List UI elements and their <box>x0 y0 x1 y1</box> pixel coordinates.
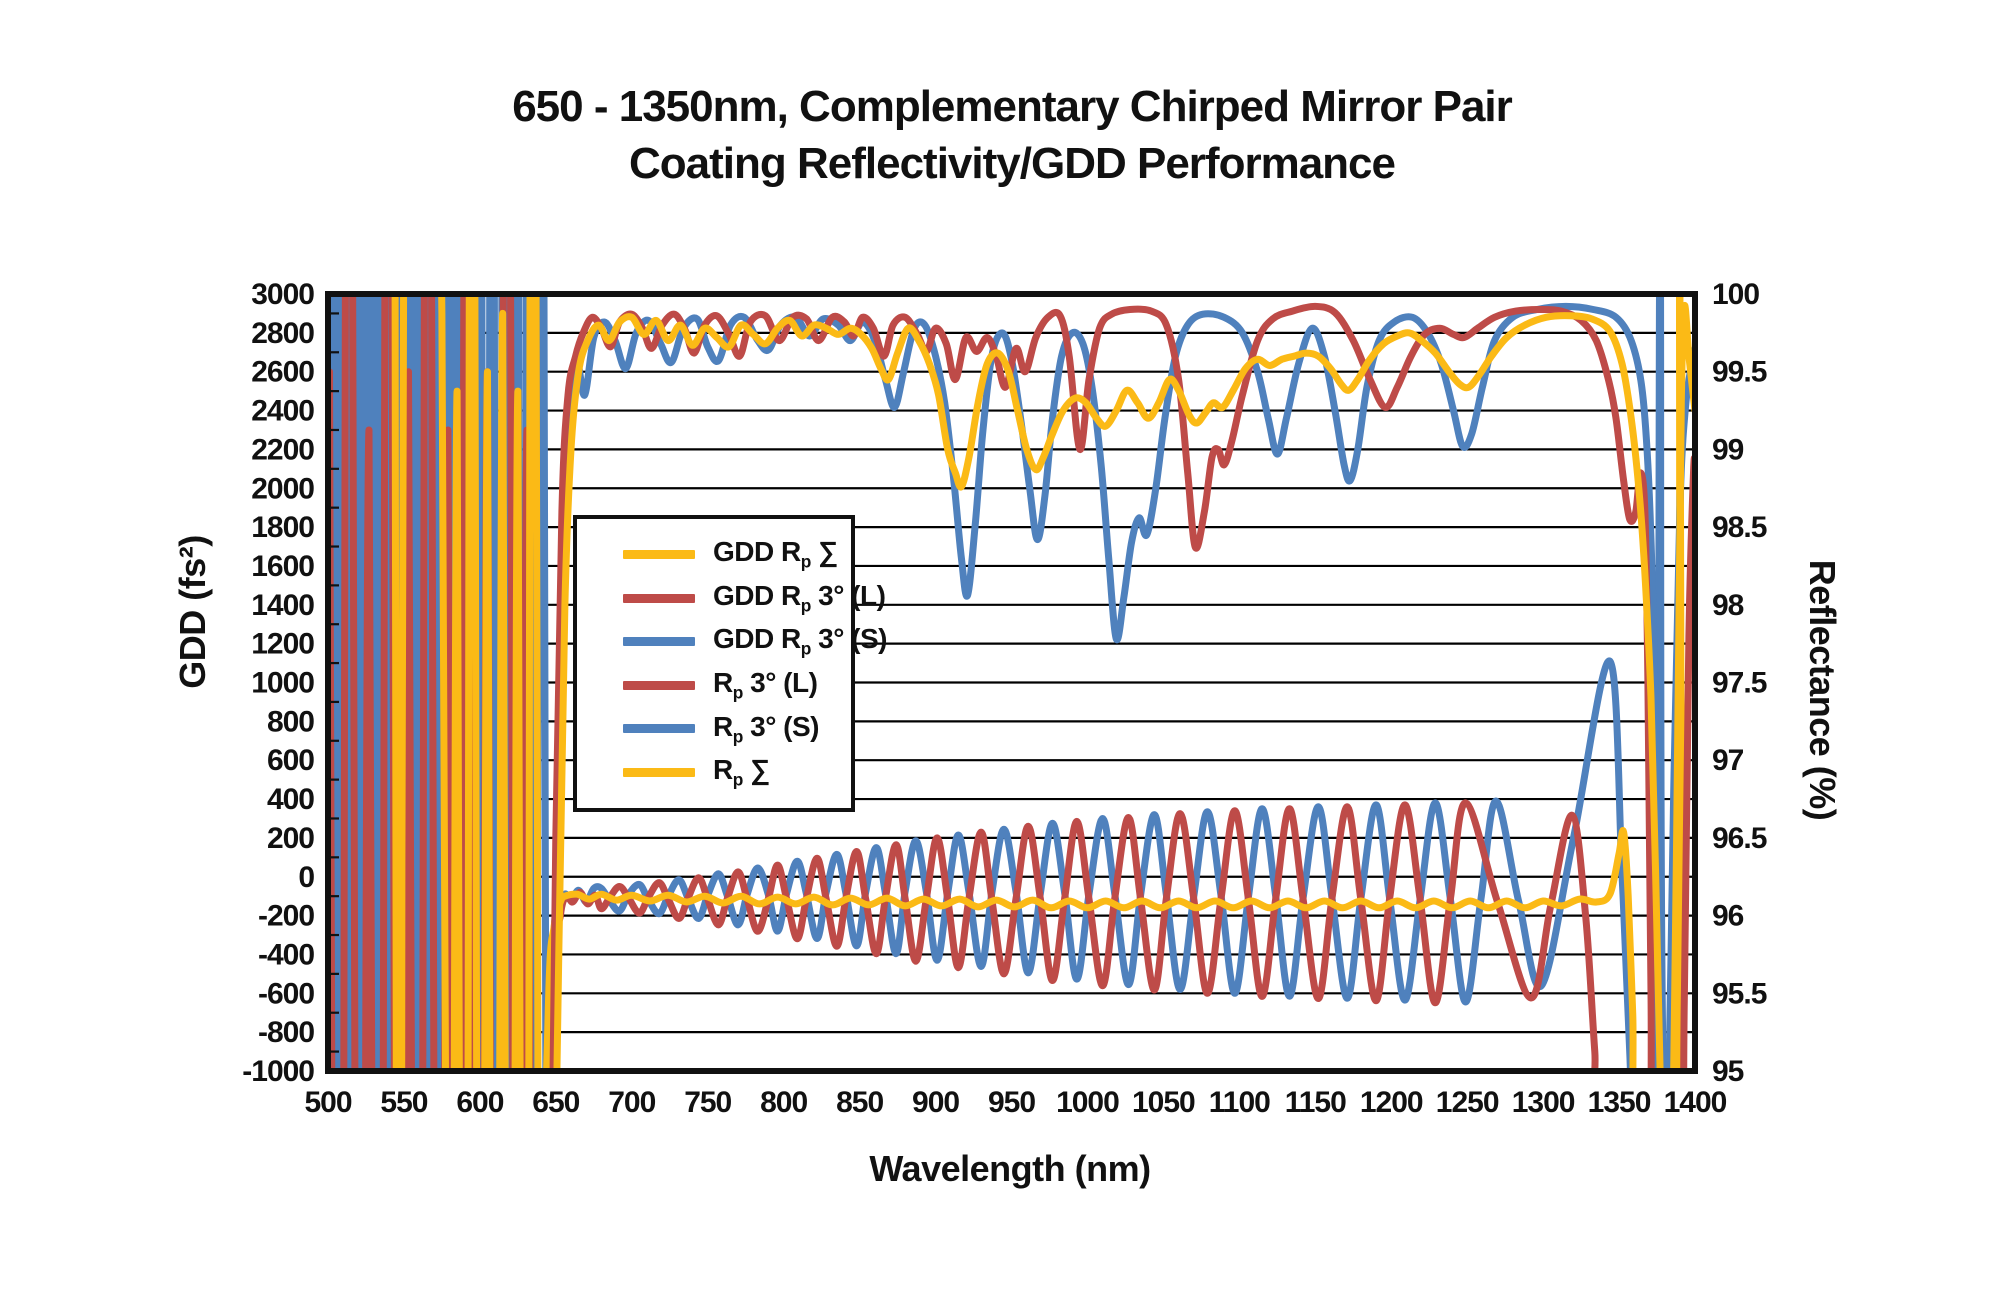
gdd-tick-label: 800 <box>267 705 314 738</box>
wavelength-tick-label: 1050 <box>1132 1086 1195 1119</box>
gdd-tick-label: 1600 <box>251 550 314 583</box>
legend-item: Rp ∑ <box>623 754 851 791</box>
wavelength-tick-label: 1000 <box>1056 1086 1119 1119</box>
gdd-tick-label: 0 <box>298 861 314 894</box>
gdd-tick-label: 1000 <box>251 667 314 700</box>
chart-title-line2: Coating Reflectivity/GDD Performance <box>629 139 1396 188</box>
legend-box: GDD Rp ∑ GDD Rp 3° (L) GDD Rp 3° (S) Rp 3° … <box>573 515 888 812</box>
legend-item: GDD Rp 3° (L) <box>623 580 886 617</box>
legend-item: GDD Rp 3° (S) <box>623 623 888 660</box>
curve-rp-3-s <box>551 302 1695 1071</box>
wavelength-tick-label: 1250 <box>1436 1086 1499 1119</box>
plot-border <box>325 291 1698 1074</box>
gdd-tick-label: -600 <box>258 977 314 1010</box>
reflectance-tick-label: 97.5 <box>1712 667 1767 700</box>
wavelength-tick-label: 650 <box>532 1086 579 1119</box>
legend-swatch <box>623 593 695 603</box>
curve-rp-sum <box>553 302 1695 1071</box>
wavelength-tick-label: 1300 <box>1512 1086 1575 1119</box>
legend-swatch <box>623 549 695 559</box>
gdd-tick-label: -200 <box>258 900 314 933</box>
reflectance-tick-label: 97 <box>1712 744 1744 777</box>
curves-layer <box>328 294 1695 1071</box>
wavelength-tick-label: 550 <box>380 1086 427 1119</box>
wavelength-tick-label: 700 <box>608 1086 655 1119</box>
wavelength-tick-label: 1400 <box>1664 1086 1727 1119</box>
reflectance-tick-label: 96.5 <box>1712 822 1767 855</box>
gdd-tick-label: 2400 <box>251 395 314 428</box>
gdd-tick-label: 1400 <box>251 589 314 622</box>
gdd-tick-label: -800 <box>258 1016 314 1049</box>
legend-label: Rp 3° (L) <box>713 667 818 703</box>
reflectance-tick-label: 96 <box>1712 900 1744 933</box>
gdd-tick-label: -400 <box>258 938 314 971</box>
gdd-tick-label: 1200 <box>251 628 314 661</box>
gdd-tick-label: 600 <box>267 744 314 777</box>
chart-title: 650 - 1350nm, Complementary Chirped Mirr… <box>312 78 1712 192</box>
legend-swatch <box>623 768 695 778</box>
legend-swatch <box>623 680 695 690</box>
legend-swatch <box>623 724 695 734</box>
legend-label: GDD Rp 3° (L) <box>713 579 886 616</box>
wavelength-tick-label: 1100 <box>1209 1086 1270 1119</box>
legend-label: Rp 3° (S) <box>713 710 820 747</box>
wavelength-tick-label: 800 <box>760 1086 807 1119</box>
legend-item: Rp 3° (S) <box>623 711 851 748</box>
legend-label: GDD Rp 3° (S) <box>713 623 888 659</box>
reflectance-tick-label: 100 <box>1712 278 1759 311</box>
legend-label: GDD Rp ∑ <box>713 536 838 572</box>
wavelength-tick-label: 1200 <box>1360 1086 1423 1119</box>
reflectance-tick-label: 98.5 <box>1712 511 1767 544</box>
legend-item: GDD Rp ∑ <box>623 536 851 573</box>
wavelength-axis-label: Wavelength (nm) <box>869 1148 1151 1189</box>
chart-title-line1: 650 - 1350nm, Complementary Chirped Mirr… <box>512 82 1513 131</box>
gdd-tick-label: -1000 <box>242 1055 314 1088</box>
gdd-tick-label: 2800 <box>251 317 314 350</box>
wavelength-tick-label: 900 <box>912 1086 959 1119</box>
wavelength-tick-label: 1350 <box>1588 1086 1651 1119</box>
reflectance-tick-label: 98 <box>1712 589 1744 622</box>
reflectance-tick-label: 95 <box>1712 1055 1744 1088</box>
wavelength-tick-label: 850 <box>836 1086 883 1119</box>
wavelength-tick-label: 600 <box>456 1086 503 1119</box>
reflectance-tick-label: 99 <box>1712 433 1744 466</box>
gdd-tick-label: 200 <box>267 822 314 855</box>
curve-gdd-rp-sum <box>391 294 1686 1071</box>
legend-item: Rp 3° (L) <box>623 667 851 704</box>
wavelength-tick-label: 1150 <box>1285 1086 1346 1119</box>
wavelength-tick-label: 950 <box>988 1086 1035 1119</box>
gdd-tick-label: 3000 <box>251 278 314 311</box>
gdd-tick-label: 1800 <box>251 511 314 544</box>
wavelength-tick-label: 500 <box>304 1086 351 1119</box>
reflectance-tick-label: 99.5 <box>1712 356 1767 389</box>
wavelength-tick-label: 750 <box>684 1086 731 1119</box>
legend-swatch <box>623 637 695 647</box>
legend-label: Rp ∑ <box>713 754 770 790</box>
gdd-tick-label: 400 <box>267 783 314 816</box>
gdd-tick-label: 2600 <box>251 356 314 389</box>
reflectance-tick-label: 95.5 <box>1712 977 1767 1010</box>
gdd-tick-label: 2000 <box>251 472 314 505</box>
gdd-tick-label: 2200 <box>251 433 314 466</box>
